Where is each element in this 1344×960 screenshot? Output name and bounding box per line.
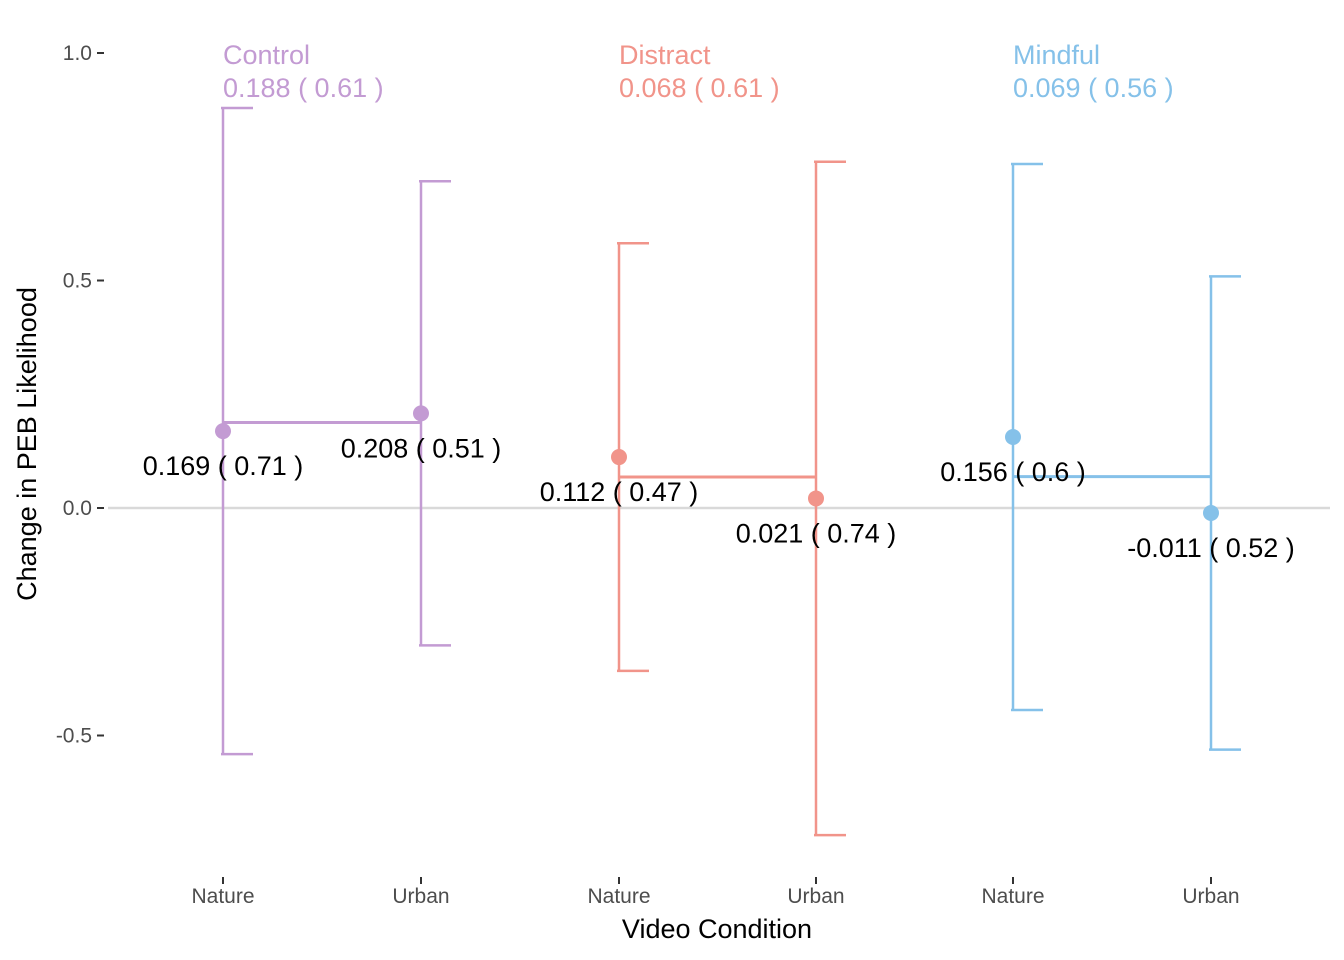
mean-point bbox=[1005, 429, 1021, 446]
y-tick-label: -0.5 bbox=[56, 725, 92, 748]
group-summary-label: 0.069 ( 0.56 ) bbox=[1013, 73, 1174, 103]
point-value-label: 0.208 ( 0.51 ) bbox=[341, 433, 502, 463]
group-summary-label: 0.068 ( 0.61 ) bbox=[619, 73, 780, 103]
y-tick-label: 0.0 bbox=[63, 497, 92, 520]
mean-point bbox=[1203, 505, 1219, 522]
mean-point bbox=[808, 490, 824, 507]
point-value-label: 0.021 ( 0.74 ) bbox=[736, 518, 897, 548]
point-value-label: 0.112 ( 0.47 ) bbox=[540, 477, 699, 507]
x-axis-title: Video Condition bbox=[622, 914, 812, 944]
y-axis: -0.5 0.0 0.5 1.0 bbox=[56, 42, 104, 748]
mean-point bbox=[215, 423, 231, 440]
mean-point bbox=[413, 405, 429, 422]
x-tick-label: Nature bbox=[981, 885, 1044, 908]
point-value-label: 0.169 ( 0.71 ) bbox=[143, 451, 304, 481]
group-summary-label: 0.188 ( 0.61 ) bbox=[223, 73, 384, 103]
x-axis: Nature Urban Nature Urban Nature Urban bbox=[191, 877, 1240, 908]
group-name-label: Distract bbox=[619, 40, 711, 70]
point-value-label: 0.156 ( 0.6 ) bbox=[940, 457, 1086, 487]
y-tick-label: 1.0 bbox=[63, 42, 92, 65]
point-value-label: -0.011 ( 0.52 ) bbox=[1127, 533, 1295, 563]
x-tick-label: Urban bbox=[1182, 885, 1239, 908]
y-axis-title: Change in PEB Likelihood bbox=[12, 287, 42, 601]
y-tick-label: 0.5 bbox=[63, 270, 92, 293]
x-tick-label: Nature bbox=[587, 885, 650, 908]
group-name-label: Mindful bbox=[1013, 40, 1100, 70]
x-tick-label: Urban bbox=[392, 885, 449, 908]
x-tick-label: Nature bbox=[191, 885, 254, 908]
mean-point bbox=[611, 449, 627, 466]
x-tick-label: Urban bbox=[787, 885, 844, 908]
group-name-label: Control bbox=[223, 40, 310, 70]
